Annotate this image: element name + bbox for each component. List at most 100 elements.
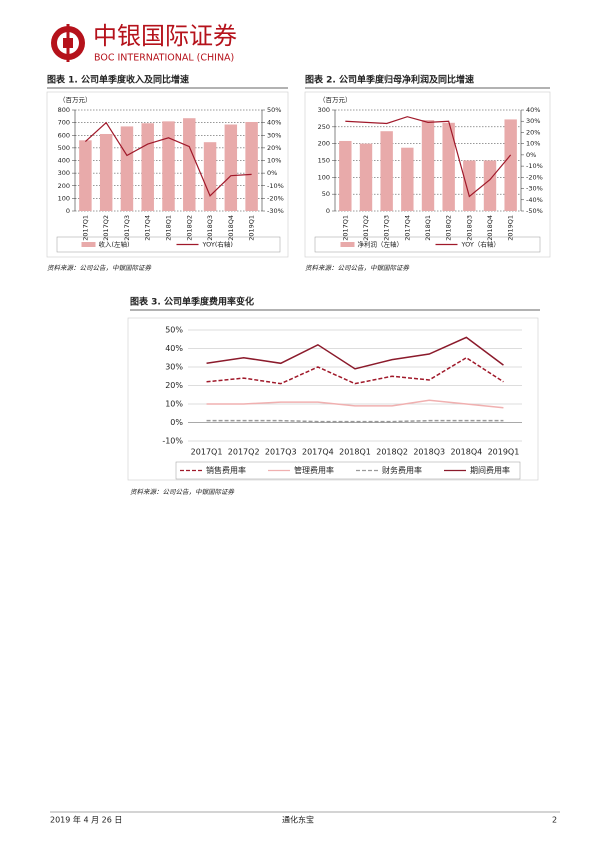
x-tick-label: 2017Q3 xyxy=(265,448,297,457)
y-tick-label: 0% xyxy=(170,418,183,427)
x-tick-label: 2019Q1 xyxy=(248,215,256,241)
y-tick-label: 10% xyxy=(165,400,183,409)
y-tick-label: 40% xyxy=(165,344,183,353)
x-tick-label: 2018Q1 xyxy=(339,448,371,457)
y2-tick-label: -40% xyxy=(526,196,543,204)
legend-box xyxy=(314,236,541,253)
brand: 中银国际证券 xyxy=(93,22,237,50)
y-tick-label: 500 xyxy=(58,144,70,152)
y-tick-label: 300 xyxy=(58,169,70,177)
x-tick-label: 2018Q2 xyxy=(376,448,408,457)
footer-company: 通化东宝 xyxy=(282,815,314,825)
legend-label: 净利润（左轴） xyxy=(358,240,404,249)
y-tick-label: 400 xyxy=(58,157,70,165)
legend-label: 管理费用率 xyxy=(294,465,334,475)
x-tick-label: 2018Q2 xyxy=(445,215,453,241)
x-tick-label: 2017Q1 xyxy=(341,215,349,241)
legend-label: 销售费用率 xyxy=(206,465,246,475)
y2-tick-label: 40% xyxy=(526,106,540,114)
y-tick-label: 0 xyxy=(326,207,330,215)
legend-label: 收入(左轴) xyxy=(99,240,130,249)
line-series xyxy=(345,116,512,198)
line-series xyxy=(206,399,504,409)
line-series xyxy=(206,356,504,385)
legend-swatch xyxy=(340,242,355,247)
x-tick-label: 2018Q3 xyxy=(206,215,214,241)
y-tick-label: 50% xyxy=(165,326,183,335)
chart-frame xyxy=(304,91,551,258)
x-tick-label: 2017Q1 xyxy=(191,448,223,457)
legend-label: 财务费用率 xyxy=(382,465,422,475)
y2-tick-label: -10% xyxy=(526,162,543,170)
y-tick-label: 100 xyxy=(318,173,330,181)
y2-tick-label: 40% xyxy=(267,119,281,127)
y-tick-label: 250 xyxy=(318,123,330,131)
line-series xyxy=(84,121,252,197)
x-tick-label: 2018Q3 xyxy=(465,215,473,241)
line-series xyxy=(206,419,504,423)
y-tick-label: 200 xyxy=(318,140,330,148)
x-tick-label: 2017Q4 xyxy=(403,215,411,241)
legend-swatch xyxy=(81,242,96,247)
bar xyxy=(339,140,352,211)
x-tick-label: 2018Q4 xyxy=(227,215,235,241)
x-tick-label: 2017Q2 xyxy=(362,215,370,241)
source-note: 资料来源：公司公告，中银国际证券 xyxy=(130,488,235,496)
y-tick-label: 100 xyxy=(58,194,70,202)
x-tick-label: 2018Q1 xyxy=(424,215,432,241)
x-tick-label: 2017Q3 xyxy=(123,215,131,241)
y2-tick-label: -50% xyxy=(526,207,543,215)
y-tick-label: 600 xyxy=(58,131,70,139)
x-tick-label: 2019Q1 xyxy=(507,215,515,241)
x-tick-label: 2017Q2 xyxy=(102,215,110,241)
source-note: 资料来源：公司公告，中银国际证券 xyxy=(305,264,410,272)
chart-frame xyxy=(46,91,289,258)
x-tick-label: 2017Q3 xyxy=(383,215,391,241)
legend-box xyxy=(175,461,521,480)
source-note: 资料来源：公司公告，中银国际证券 xyxy=(47,264,152,272)
unit-label: （百万元） xyxy=(319,96,352,104)
y-tick-label: 150 xyxy=(318,157,330,165)
footer-page: 2 xyxy=(552,816,557,825)
bar xyxy=(120,126,134,211)
bar xyxy=(224,124,238,211)
y-tick-label: 0 xyxy=(66,207,70,215)
line-series xyxy=(206,336,504,370)
y2-tick-label: -20% xyxy=(267,194,284,202)
bar xyxy=(141,123,154,211)
x-tick-label: 2018Q2 xyxy=(185,215,193,241)
bar xyxy=(359,143,373,211)
x-tick-label: 2018Q4 xyxy=(486,215,494,241)
bar xyxy=(203,142,217,211)
y2-tick-label: -20% xyxy=(526,173,543,181)
x-tick-label: 2017Q1 xyxy=(81,215,89,241)
x-tick-label: 2017Q4 xyxy=(144,215,152,241)
y2-tick-label: 10% xyxy=(526,140,540,148)
legend-label: 期间费用率 xyxy=(470,465,510,475)
bar xyxy=(483,160,497,211)
y-tick-label: 30% xyxy=(165,363,183,372)
footer-date: 2019 年 4 月 26 日 xyxy=(50,815,122,825)
x-tick-label: 2018Q1 xyxy=(165,215,173,241)
bar xyxy=(504,119,517,211)
x-tick-label: 2018Q4 xyxy=(450,448,482,457)
y2-tick-label: 10% xyxy=(267,157,281,165)
bar xyxy=(463,160,476,211)
y2-tick-label: -30% xyxy=(267,207,284,215)
bar xyxy=(421,120,435,211)
bar xyxy=(162,121,175,211)
chart-title: 图表 2. 公司单季度归母净利润及同比增速 xyxy=(305,74,474,86)
bar xyxy=(99,133,113,211)
chart-title: 图表 3. 公司单季度费用率变化 xyxy=(130,296,254,308)
y-tick-label: 20% xyxy=(165,381,183,390)
logo xyxy=(51,24,85,62)
x-tick-label: 2017Q4 xyxy=(302,448,334,457)
y-tick-label: 50 xyxy=(322,190,330,198)
y2-tick-label: 0% xyxy=(267,169,277,177)
bar xyxy=(401,147,414,211)
bar xyxy=(79,140,92,211)
x-tick-label: 2018Q3 xyxy=(413,448,445,457)
